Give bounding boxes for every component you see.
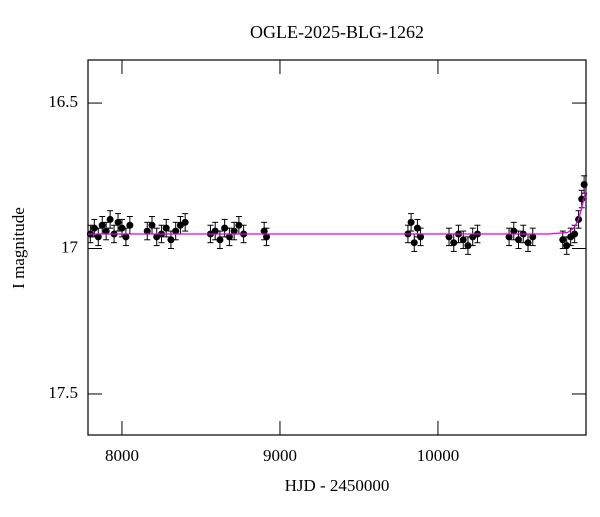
data-point [122,233,130,241]
model-line [88,190,587,235]
data-point [221,224,229,232]
data-point [459,236,467,244]
x-tick-label: 10000 [417,446,460,465]
data-point [114,218,122,226]
data-point [464,242,472,250]
y-tick-label: 17 [61,237,79,256]
data-point [225,233,233,241]
data-point [571,230,579,238]
x-tick-label: 9000 [263,446,297,465]
data-point [162,224,170,232]
data-point [211,227,219,235]
data-point [529,233,537,241]
data-point [98,221,106,229]
data-point [260,227,268,235]
data-point [417,233,425,241]
data-point [524,239,532,247]
data-point [216,236,224,244]
data-point [407,218,415,226]
plot-frame [87,59,587,436]
data-point [515,236,523,244]
data-point [102,227,110,235]
data-point [118,224,126,232]
data-point [230,227,238,235]
data-point [167,236,175,244]
data-point [90,224,98,232]
data-point [181,218,189,226]
data-point [94,233,102,241]
data-point [263,233,271,241]
data-point [505,233,513,241]
x-tick-label: 8000 [105,446,139,465]
data-point [559,236,567,244]
data-point [563,242,571,250]
data-point [106,215,114,223]
data-point [410,239,418,247]
data-point [445,233,453,241]
data-point [172,227,180,235]
y-tick-label: 17.5 [48,383,78,402]
y-axis-label: I magnitude [9,207,28,289]
chart-title: OGLE-2025-BLG-1262 [250,22,424,42]
data-point [580,181,588,189]
x-axis-label: HJD - 2450000 [285,476,390,495]
data-point [450,239,458,247]
data-point [235,221,243,229]
data-point [143,227,151,235]
y-tick-label: 16.5 [48,92,78,111]
data-point [148,221,156,229]
data-point [126,221,134,229]
data-point [413,224,421,232]
data-point [510,227,518,235]
